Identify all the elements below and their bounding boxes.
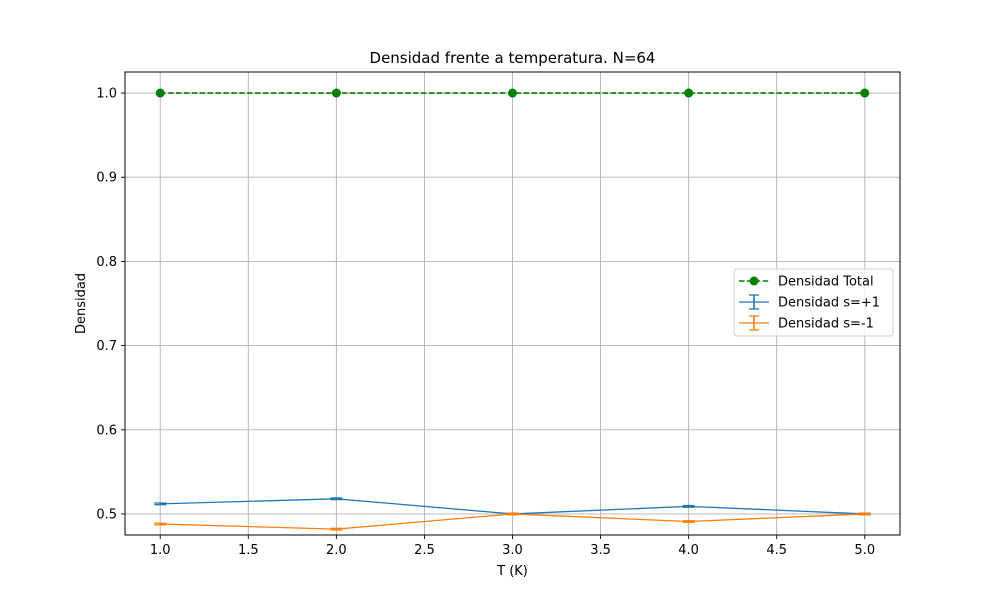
x-tick-label: 4.5 [766,543,787,558]
legend-marker [749,276,759,286]
x-tick-label: 1.0 [150,543,171,558]
plot-series [154,88,871,531]
x-axis-label: T (K) [496,564,528,579]
data-point [155,88,165,98]
legend-label: Densidad s=+1 [778,296,880,311]
data-point [508,88,517,98]
x-tick-label: 5.0 [854,543,875,558]
y-tick-label: 0.7 [96,339,117,354]
series-0 [155,88,870,98]
x-tick-label: 4.0 [678,543,699,558]
legend-box [733,268,894,337]
x-tick-label: 3.0 [502,543,523,558]
y-tick-label: 1.0 [96,87,117,102]
data-point [331,88,341,98]
axis-ticks: 1.0 1.5 2.0 2.5 3.0 3.5 4.0 4.5 5.0 0.5 0.6 0.7 0.8 0… [96,87,875,558]
series-2 [154,512,871,531]
x-tick-label: 3.5 [590,543,611,558]
legend-label: Densidad s=-1 [778,317,874,332]
legend: Densidad Total Densidad s=+1 Densidad s=-1 [733,268,894,337]
x-tick-label: 2.0 [326,543,347,558]
y-axis-label: Densidad [74,273,89,334]
x-tick-label: 1.5 [238,543,259,558]
y-tick-label: 0.9 [96,171,117,186]
y-tick-label: 0.8 [96,255,117,270]
data-point [860,88,870,98]
x-tick-label: 2.5 [414,543,435,558]
y-tick-label: 0.5 [96,507,117,522]
legend-label: Densidad Total [778,275,874,290]
y-tick-label: 0.6 [96,423,117,438]
chart-title: Densidad frente a temperatura. N=64 [370,49,656,67]
data-point [684,88,694,98]
